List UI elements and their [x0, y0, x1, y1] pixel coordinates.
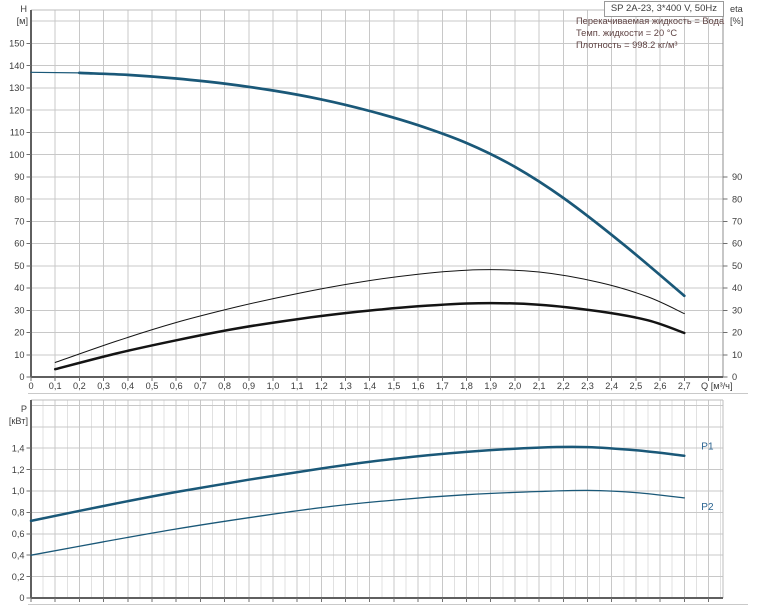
eta-tick-label: 50	[732, 261, 742, 271]
P2-label: P2	[701, 502, 714, 513]
x-tick-label: 2,1	[533, 381, 546, 391]
p-tick-label: 0,2	[12, 572, 25, 582]
eta-thick-curve	[53, 301, 686, 371]
h-curve-thin	[30, 71, 80, 74]
x-tick-label: 2,3	[581, 381, 594, 391]
pump-model-box: SP 2A-23, 3*400 V, 50Hz	[603, 1, 724, 17]
h-tick-label: 150	[9, 39, 24, 49]
h-tick-label: 60	[14, 239, 24, 249]
y-left-axis-unit: [м]	[17, 16, 28, 26]
eta-tick-label: 30	[732, 305, 742, 315]
h-tick-label: 90	[14, 172, 24, 182]
eta-tick-label: 70	[732, 217, 742, 227]
x-tick-label: 1,7	[436, 381, 449, 391]
hq-chart: 0102030405060708090100110120130140150010…	[9, 4, 744, 391]
x-tick-label: 2,5	[630, 381, 643, 391]
x-tick-label: 1,1	[291, 381, 304, 391]
P1-label: P1	[701, 442, 714, 453]
eta-tick-label: 10	[732, 350, 742, 360]
P1-curve	[29, 445, 686, 523]
x-tick-label: 2,6	[654, 381, 667, 391]
p-tick-label: 0,8	[12, 508, 25, 518]
h-tick-label: 130	[9, 83, 24, 93]
y-left-axis-title: H	[20, 4, 27, 14]
eta-thin-curve	[54, 269, 685, 363]
eta-tick-label: 90	[732, 172, 742, 182]
x-tick-label: 2,7	[678, 381, 691, 391]
x-tick-label: 0,7	[194, 381, 207, 391]
h-tick-label: 80	[14, 194, 24, 204]
h-tick-label: 120	[9, 105, 24, 115]
eta-tick-label: 20	[732, 328, 742, 338]
y-right-axis-unit: [%]	[730, 16, 743, 26]
x-tick-label: 0,4	[121, 381, 134, 391]
info-line-liquid: Перекачиваемая жидкость = Вода	[576, 16, 725, 26]
x-tick-label: 1,3	[339, 381, 352, 391]
p-axis-title: P	[21, 404, 27, 414]
p-axis-unit: [кВт]	[9, 416, 28, 426]
x-tick-label: 1,2	[315, 381, 328, 391]
x-tick-label: 1,0	[267, 381, 280, 391]
x-tick-label: 1,5	[388, 381, 401, 391]
h-tick-label: 100	[9, 150, 24, 160]
x-tick-label: 2,0	[509, 381, 522, 391]
eta-tick-label: 60	[732, 239, 742, 249]
h-curve	[78, 71, 686, 298]
h-tick-label: 110	[10, 128, 25, 138]
x-tick-label: 2,4	[605, 381, 618, 391]
h-tick-label: 0	[19, 372, 24, 382]
eta-tick-label: 0	[732, 372, 737, 382]
eta-tick-label: 80	[732, 194, 742, 204]
p-tick-label: 1,2	[12, 465, 25, 475]
info-line-density: Плотность = 998.2 кг/м³	[576, 40, 678, 50]
x-tick-label: 0	[28, 381, 33, 391]
P2-curve	[30, 489, 685, 556]
p-tick-label: 0,4	[12, 550, 25, 560]
x-tick-label: 0,9	[242, 381, 255, 391]
x-axis-title: Q [м³/ч]	[701, 381, 733, 391]
x-tick-label: 0,3	[97, 381, 110, 391]
h-tick-label: 140	[9, 61, 24, 71]
x-tick-label: 2,2	[557, 381, 570, 391]
eta-tick-label: 40	[732, 283, 742, 293]
x-tick-label: 0,6	[170, 381, 183, 391]
p-tick-label: 1,0	[12, 486, 25, 496]
x-tick-label: 0,5	[146, 381, 159, 391]
liquid-info: Перекачиваемая жидкость = Вода Темп. жид…	[576, 15, 724, 51]
x-tick-label: 0,8	[218, 381, 231, 391]
h-tick-label: 30	[14, 305, 24, 315]
h-tick-label: 10	[14, 350, 24, 360]
x-tick-label: 1,6	[412, 381, 425, 391]
h-tick-label: 20	[14, 328, 24, 338]
info-line-temp: Темп. жидкости = 20 °C	[576, 28, 678, 38]
h-tick-label: 40	[14, 283, 24, 293]
pump-model-label: SP 2A-23, 3*400 V, 50Hz	[610, 3, 717, 14]
power-chart: 0 0,2 0,4 0,6 0,8 1,0 1,2 1,4 P [кВт] P1 P2	[9, 399, 724, 603]
x-tick-label: 0,1	[49, 381, 62, 391]
p-tick-label: 0	[19, 593, 24, 603]
x-tick-label: 0,2	[73, 381, 86, 391]
h-tick-label: 70	[14, 217, 24, 227]
x-tick-label: 1,4	[363, 381, 376, 391]
p-tick-label: 0,6	[12, 529, 25, 539]
h-tick-label: 50	[14, 261, 24, 271]
p-tick-label: 1,4	[12, 443, 25, 453]
y-right-axis-title: eta	[730, 4, 744, 14]
x-tick-label: 1,8	[460, 381, 473, 391]
x-tick-label: 1,9	[484, 381, 497, 391]
